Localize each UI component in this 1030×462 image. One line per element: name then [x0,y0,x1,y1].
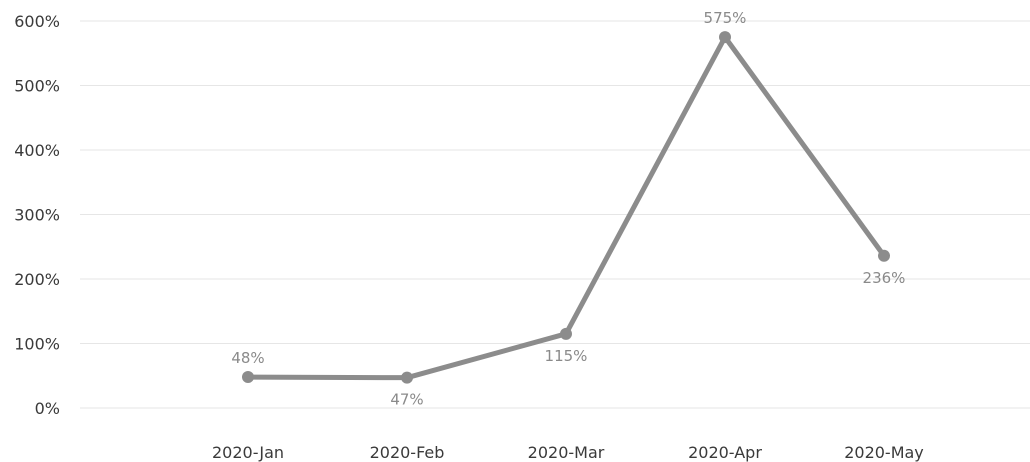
y-tick-label: 200% [14,270,60,289]
gridlines [80,20,1030,409]
y-tick-label: 100% [14,335,60,354]
data-point [719,31,731,44]
series-line [245,34,887,381]
data-point [401,371,413,384]
y-tick-label: 500% [14,77,60,96]
data-label: 47% [390,391,423,409]
data-point [242,371,254,384]
x-axis-tick-labels: 2020-Jan 2020-Feb 2020-Mar 2020-Apr 2020-May [212,443,924,462]
y-tick-label: 400% [14,141,60,160]
x-tick-label: 2020-Apr [688,443,762,462]
y-tick-label: 0% [35,399,60,418]
data-point [878,249,890,262]
series-layer [242,31,890,384]
data-label: 115% [545,347,588,365]
y-axis-tick-labels: 0% 100% 200% 300% 400% 500% 600% [14,12,60,418]
y-tick-label: 300% [14,206,60,225]
data-labels: 48% 47% 115% 575% 236% [231,9,905,409]
data-point [560,327,572,340]
x-tick-label: 2020-Jan [212,443,284,462]
x-tick-label: 2020-Feb [370,443,445,462]
x-tick-label: 2020-Mar [528,443,605,462]
data-label: 575% [704,9,747,27]
data-label: 48% [231,349,264,367]
x-tick-label: 2020-May [844,443,924,462]
data-label: 236% [863,269,906,287]
y-tick-label: 600% [14,12,60,31]
